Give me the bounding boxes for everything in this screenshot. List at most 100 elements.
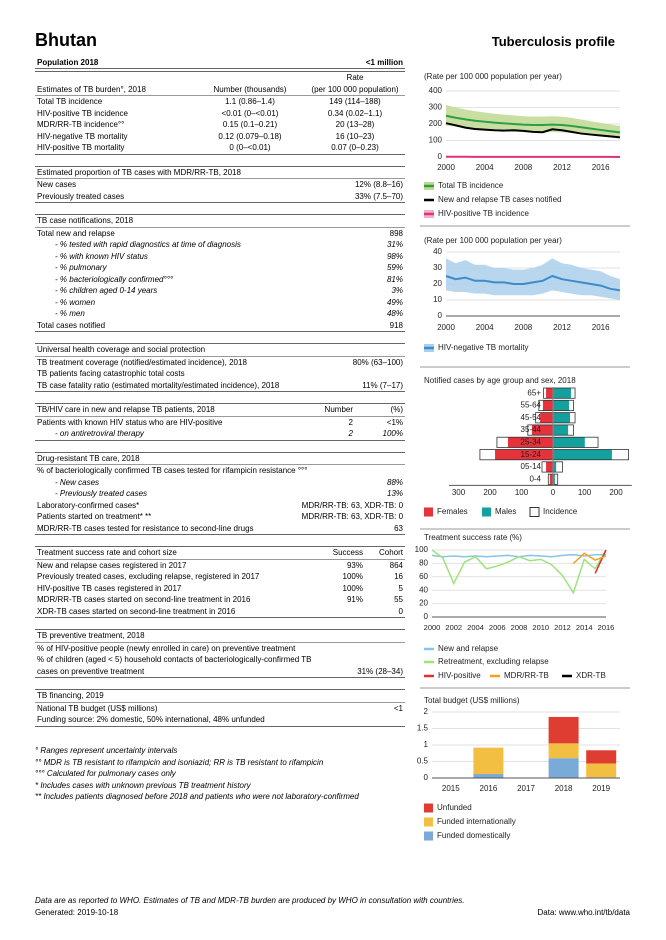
table-cell: 898: [389, 228, 403, 238]
disclaimer: Data are as reported to WHO. Estimates o…: [35, 896, 465, 905]
table-cell: <1%: [386, 417, 403, 427]
table-cell: 98%: [386, 251, 403, 261]
table-cell: New cases: [37, 180, 77, 189]
legend-swatch: [424, 507, 433, 517]
data-table: TB financing, 2019 National TB budget (US…: [35, 689, 405, 727]
table-body: TB preventive treatment, 2018% of HIV-po…: [35, 629, 405, 678]
footnote: * Includes cases with unknown previous T…: [35, 780, 251, 790]
table-cell: 0 (0–<0.01): [229, 143, 271, 152]
table-cell: 33% (7.5–70): [354, 191, 403, 201]
data-table: Universal health coverage and social pro…: [35, 343, 406, 392]
y-tick-label: 300: [429, 103, 443, 112]
data-table: Estimated proportion of TB cases with MD…: [35, 165, 405, 203]
x-tick-label: 2018: [555, 784, 573, 793]
x-tick-label: 100: [578, 488, 592, 497]
table-cell: - Previously treated cases: [55, 489, 148, 498]
tables: Estimates of TB burden°, 2018 Number (tho…: [35, 60, 406, 727]
header-line: (per 100 000 population): [311, 84, 399, 94]
series-line: [445, 274, 621, 292]
table-row: - % women 49%: [35, 297, 405, 309]
table-row: - % tested with rapid diagnostics at tim…: [35, 239, 405, 251]
table-header-row: Treatment success rate and cohort size Su…: [35, 546, 405, 560]
y-tick-label: 25-34: [521, 437, 542, 446]
table-row: - % pulmonary 59%: [35, 262, 405, 274]
table-row: - % men 48%: [35, 308, 405, 320]
series-line: [445, 122, 621, 139]
legend-label: Funded internationally: [437, 817, 516, 826]
data-table: TB preventive treatment, 2018% of HIV-po…: [35, 629, 405, 678]
header-cell: Treatment success rate and cohort size: [35, 546, 305, 560]
x-tick-label: 300: [452, 488, 466, 497]
table-cell: Laboratory-confirmed cases*: [37, 500, 140, 510]
table-cell: Previously treated cases, excluding rela…: [37, 572, 260, 581]
table-row: HIV-positive TB incidence <0.01 (0–<0.01)…: [35, 108, 405, 120]
table-row: - % with known HIV status 98%: [35, 251, 405, 263]
legend-label: HIV-positive TB incidence: [438, 209, 530, 218]
y-tick-label: 0: [424, 773, 429, 782]
x-tick-label: 2019: [592, 784, 610, 793]
x-tick-label: 2012: [553, 323, 571, 332]
x-tick-label: 2008: [514, 163, 532, 172]
table-cell: 12% (8.8–16): [354, 180, 403, 189]
legend-swatch: [529, 507, 540, 517]
table-body: Treatment success rate and cohort size Su…: [35, 546, 405, 618]
x-tick-label: 2004: [476, 323, 494, 332]
table-row: HIV-positive TB cases registered in 2017…: [35, 583, 405, 595]
table-cell: 11% (7–17): [362, 380, 404, 390]
y-tick-label: 40: [419, 585, 428, 594]
table-body: TB/HIV care in new and relapse TB patien…: [35, 403, 405, 441]
table-row: Previously treated cases 33% (7.5–70): [35, 191, 405, 203]
table-body: Drug-resistant TB care, 2018% of bacteri…: [35, 452, 406, 535]
table-cell: - New cases: [55, 477, 100, 487]
table-cell: - % with known HIV status: [55, 251, 148, 261]
table-cell: Patients started on treatment* **: [37, 512, 152, 521]
table-cell: HIV-positive TB mortality: [37, 143, 125, 152]
table-cell: - % women: [55, 297, 96, 307]
bar-segment: [548, 716, 579, 744]
y-tick-label: 65+: [527, 388, 541, 397]
table-cell: Previously treated cases: [37, 191, 125, 201]
y-tick-label: 20: [419, 599, 428, 608]
x-tick-label: 2002: [445, 623, 462, 632]
legend-label: XDR-TB: [576, 671, 606, 680]
chart-title: Total budget (US$ millions): [424, 696, 520, 705]
y-tick-label: 05-14: [521, 462, 542, 471]
population-row: Population 2018 <1 million: [35, 56, 405, 69]
female-bar: [531, 424, 553, 436]
legend-label: Incidence: [543, 507, 578, 516]
table-header-row: Estimates of TB burden°, 2018 Number (tho…: [35, 71, 405, 96]
table-cell: - % bacteriologically confirmed°°°: [55, 274, 174, 284]
legend-label: HIV-negative TB mortality: [438, 343, 529, 352]
x-tick-label: 2000: [424, 623, 441, 632]
table-header-row: Drug-resistant TB care, 2018: [35, 452, 406, 465]
table-row: New cases 12% (8.8–16): [35, 179, 405, 191]
table-row: - New cases 88%: [35, 477, 405, 489]
x-tick-label: 2000: [437, 163, 455, 172]
x-tick-label: 2012: [554, 623, 571, 632]
x-tick-label: 2017: [517, 784, 535, 793]
profile-title: Tuberculosis profile: [491, 34, 615, 49]
footnotes: ° Ranges represent uncertainty intervals…: [35, 745, 359, 803]
table-row: - % children aged 0-14 years 3%: [35, 285, 405, 297]
table-row: MDR/RR-TB cases tested for resistance to…: [35, 523, 405, 535]
table-cell: MDR/RR-TB cases started on second-line t…: [37, 595, 251, 604]
table-cell: - on antiretroviral therapy: [55, 429, 144, 438]
series-line: [445, 114, 621, 134]
table-cell: 16: [394, 572, 403, 581]
y-tick-label: 30: [433, 263, 442, 272]
table-body: TB case notifications, 2018 Total new and…: [35, 214, 405, 332]
y-tick-label: 200: [429, 119, 443, 128]
table-cell: 13%: [387, 489, 404, 498]
header-cell: Cohort: [365, 546, 405, 560]
y-tick-label: 20: [433, 279, 442, 288]
table-cell: Total TB incidence: [37, 97, 103, 106]
table-header-row: TB preventive treatment, 2018: [35, 629, 405, 643]
table-cell: 149 (114–188): [329, 97, 381, 106]
female-bar: [507, 437, 553, 448]
table-row: Previously treated cases, excluding rela…: [35, 571, 405, 583]
generated: Generated: 2019-10-18: [35, 908, 119, 917]
y-tick-label: 45-54: [521, 413, 542, 422]
bar-segment: [473, 774, 504, 778]
y-tick-label: 0: [438, 152, 443, 161]
table-body: Universal health coverage and social pro…: [35, 343, 406, 392]
